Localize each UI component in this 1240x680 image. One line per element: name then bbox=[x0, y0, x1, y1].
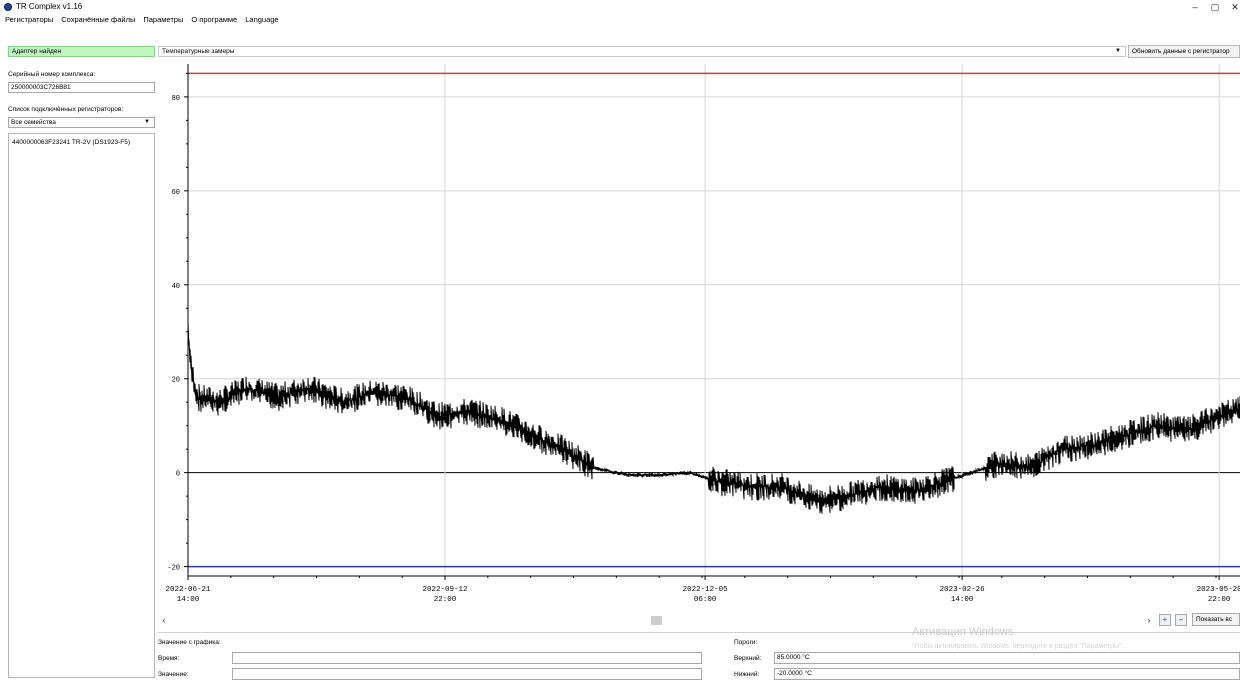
x-tick-date: 2022-12-05 bbox=[683, 586, 729, 594]
menu-bar: Регистраторы Сохранённые файлы Параметры… bbox=[0, 14, 1240, 26]
dropdown-arrow-icon: ▼ bbox=[144, 119, 150, 125]
registrators-list[interactable]: 4400000063F23241 TR-2V (DS1923-F5) bbox=[8, 133, 155, 678]
menu-registrators[interactable]: Регистраторы bbox=[5, 15, 54, 24]
x-tick-date: 2022-06-21 bbox=[165, 586, 211, 594]
x-tick-time: 22:00 bbox=[1208, 596, 1231, 604]
serial-label: Серийный номер комплекса: bbox=[8, 71, 96, 78]
chart-grid bbox=[187, 64, 1240, 576]
family-select-value: Все семейства bbox=[11, 119, 56, 126]
app-icon bbox=[4, 3, 12, 11]
menu-language[interactable]: Language bbox=[245, 15, 279, 24]
watermark-title: Активация Windows bbox=[912, 626, 1014, 638]
x-tick-date: 2022-09-12 bbox=[422, 586, 467, 594]
registrator-item[interactable]: 4400000063F23241 TR-2V (DS1923-F5) bbox=[12, 139, 131, 146]
x-tick-date: 2023-05-20 bbox=[1197, 586, 1240, 594]
time-field[interactable] bbox=[232, 652, 702, 664]
zoom-out-icon[interactable]: − bbox=[1175, 614, 1187, 626]
y-tick-label: -20 bbox=[167, 565, 180, 573]
minimize-button[interactable]: – bbox=[1192, 2, 1198, 12]
zoom-in-icon[interactable]: + bbox=[1159, 614, 1171, 626]
adapter-status: Адаптер найден bbox=[8, 46, 155, 57]
time-label: Время: bbox=[158, 655, 180, 662]
y-tick-label: 40 bbox=[172, 283, 180, 291]
menu-parameters[interactable]: Параметры bbox=[143, 15, 184, 24]
upper-threshold-field[interactable]: 85.0000 °C bbox=[774, 652, 1240, 664]
window-title: TR Complex v1.16 bbox=[16, 2, 83, 11]
registrators-list-label: Список подключённых регистраторов: bbox=[8, 106, 124, 113]
scroll-thumb[interactable] bbox=[651, 616, 662, 625]
upper-threshold-label: Верхний: bbox=[734, 655, 762, 662]
x-axis-ticks: 2022-06-21 14:00 2022-09-12 22:00 2022-12-05… bbox=[165, 576, 1240, 604]
family-select[interactable]: Все семейства ▼ bbox=[8, 117, 155, 128]
temperature-chart[interactable]: -20 0 20 40 60 80 2022-06-21 14:00 2022-09-12 22… bbox=[150, 60, 1240, 612]
data-type-value: Температурные замеры bbox=[162, 48, 235, 55]
x-tick-time: 14:00 bbox=[951, 596, 974, 604]
y-tick-label: 60 bbox=[172, 189, 180, 197]
x-tick-time: 06:00 bbox=[694, 596, 717, 604]
chart-series bbox=[187, 323, 1240, 514]
y-axis-ticks: -20 0 20 40 60 80 bbox=[167, 72, 188, 573]
data-type-select[interactable]: Температурные замеры ▼ bbox=[158, 46, 1126, 57]
menu-saved-files[interactable]: Сохранённые файлы bbox=[61, 15, 136, 24]
x-tick-date: 2023-02-26 bbox=[940, 586, 986, 594]
lower-threshold-field[interactable]: -20.0000 °C bbox=[774, 668, 1240, 680]
y-tick-label: 0 bbox=[176, 471, 180, 479]
show-all-button[interactable]: Показать вс bbox=[1192, 613, 1240, 626]
title-bar: TR Complex v1.16 – ▢ ✕ bbox=[0, 0, 1240, 14]
watermark-subtitle: Чтобы активировать Windows, перейдите в … bbox=[912, 643, 1124, 650]
thresholds-label: Пороги: bbox=[734, 639, 758, 646]
menu-about[interactable]: О программе bbox=[191, 15, 238, 24]
dropdown-arrow-icon: ▼ bbox=[1115, 48, 1121, 54]
from-chart-label: Значение с графика: bbox=[158, 639, 221, 646]
chart-scrollbar[interactable]: ‹ › + − Показать вс bbox=[158, 613, 1240, 626]
refresh-data-button[interactable]: Обновить данные с регистратор bbox=[1128, 45, 1240, 58]
x-tick-time: 14:00 bbox=[177, 596, 200, 604]
scroll-left-arrow-icon[interactable]: ‹ bbox=[162, 615, 166, 625]
close-button[interactable]: ✕ bbox=[1231, 2, 1239, 12]
temperature-series-line bbox=[187, 323, 1240, 514]
value-label: Значение: bbox=[158, 671, 189, 678]
maximize-button[interactable]: ▢ bbox=[1210, 2, 1220, 12]
threshold-lines bbox=[188, 72, 1240, 568]
y-tick-label: 80 bbox=[172, 95, 180, 103]
serial-number-field[interactable]: 250000003C726B81 bbox=[8, 82, 155, 93]
divider bbox=[158, 632, 1240, 633]
lower-threshold-label: Нижний: bbox=[734, 671, 760, 678]
x-tick-time: 22:00 bbox=[434, 596, 457, 604]
y-tick-label: 20 bbox=[172, 377, 180, 385]
value-field[interactable] bbox=[232, 668, 702, 680]
chart-axes bbox=[187, 64, 1240, 577]
scroll-right-arrow-icon[interactable]: › bbox=[1147, 615, 1151, 625]
